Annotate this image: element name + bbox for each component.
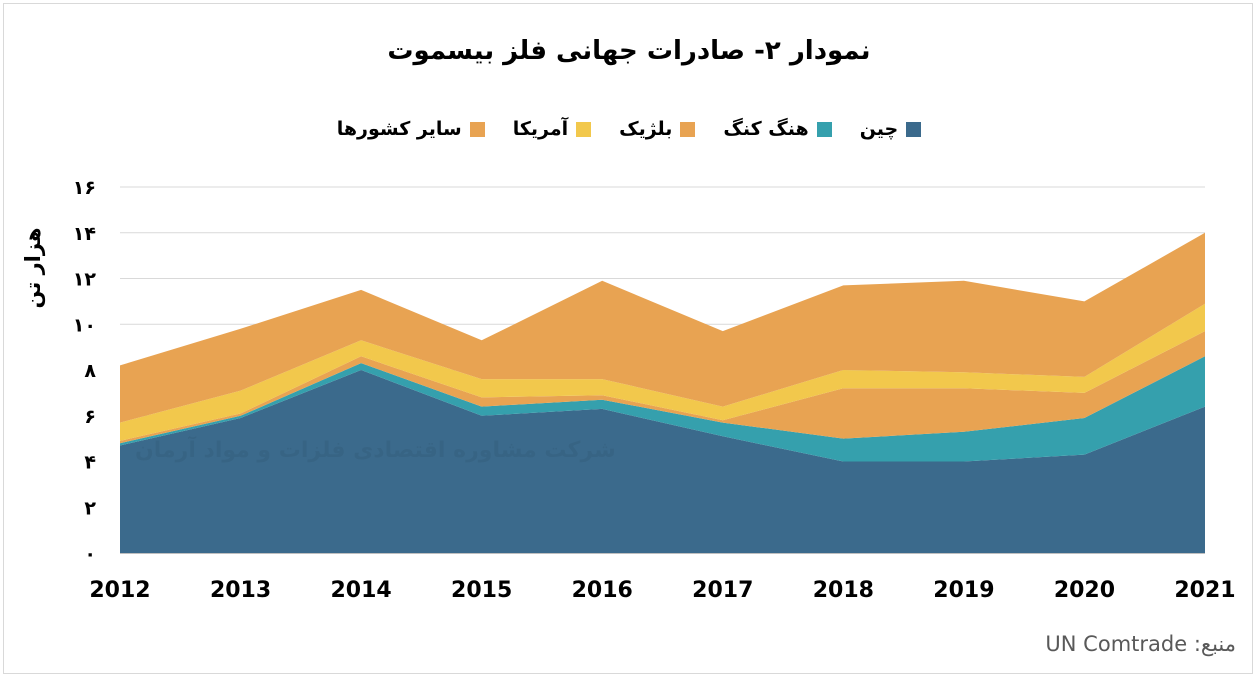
y-tick-label: ۱۴ <box>73 223 96 245</box>
x-tick-label: 2018 <box>813 578 874 603</box>
legend-swatch <box>680 121 696 137</box>
area-series-2 <box>120 331 1205 444</box>
x-tick-label: 2019 <box>933 578 994 603</box>
legend-item-usa: آمریکا <box>512 118 592 140</box>
legend-swatch <box>816 121 832 137</box>
y-tick-label: ۶ <box>84 406 96 428</box>
y-tick-label: ۲ <box>84 497 96 519</box>
legend-label: بلژیک <box>619 118 673 140</box>
legend-item-others: سایر کشورها <box>337 118 485 140</box>
y-tick-label: ۱۲ <box>73 269 97 291</box>
area-series-4 <box>120 232 1205 423</box>
area-series-0 <box>120 370 1205 553</box>
x-tick-label: 2017 <box>692 578 753 603</box>
x-tick-label: 2012 <box>89 578 150 603</box>
legend-swatch <box>906 121 922 137</box>
legend-item-belgium: بلژیک <box>619 118 696 140</box>
watermark-text: شرکت مشاوره اقتصادی فلزات و مواد آرمان <box>135 438 616 463</box>
y-axis-title: هزار تن <box>21 227 45 308</box>
x-tick-label: 2021 <box>1174 578 1235 603</box>
legend-item-hongkong: هنگ کنگ <box>723 118 832 140</box>
legend-swatch <box>469 121 485 137</box>
y-tick-label: ۱۰ <box>73 314 96 336</box>
x-tick-label: 2015 <box>451 578 512 603</box>
area-series-1 <box>120 356 1205 462</box>
legend-item-china: چین <box>860 118 922 140</box>
legend-label: چین <box>859 118 899 140</box>
legend-label: آمریکا <box>512 118 569 140</box>
y-tick-label: ۱۶ <box>73 177 96 199</box>
legend-label: سایر کشورها <box>336 118 462 140</box>
legend-swatch <box>576 121 592 137</box>
chart-frame <box>3 3 1253 674</box>
chart-title: نمودار ۲- صادرات جهانی فلز بیسموت <box>387 36 871 66</box>
y-tick-label: ۸ <box>84 360 96 382</box>
y-tick-label: ۴ <box>84 452 96 474</box>
x-tick-label: 2016 <box>572 578 633 603</box>
x-tick-label: 2013 <box>210 578 271 603</box>
x-tick-label: 2014 <box>330 578 391 603</box>
x-tick-label: 2020 <box>1054 578 1115 603</box>
y-tick-label: ۰ <box>84 543 96 565</box>
legend-label: هنگ کنگ <box>723 118 809 140</box>
legend: چین هنگ کنگ بلژیک آمریکا سایر کشورها <box>0 118 1258 140</box>
source-note: منبع: UN Comtrade <box>1045 632 1236 656</box>
